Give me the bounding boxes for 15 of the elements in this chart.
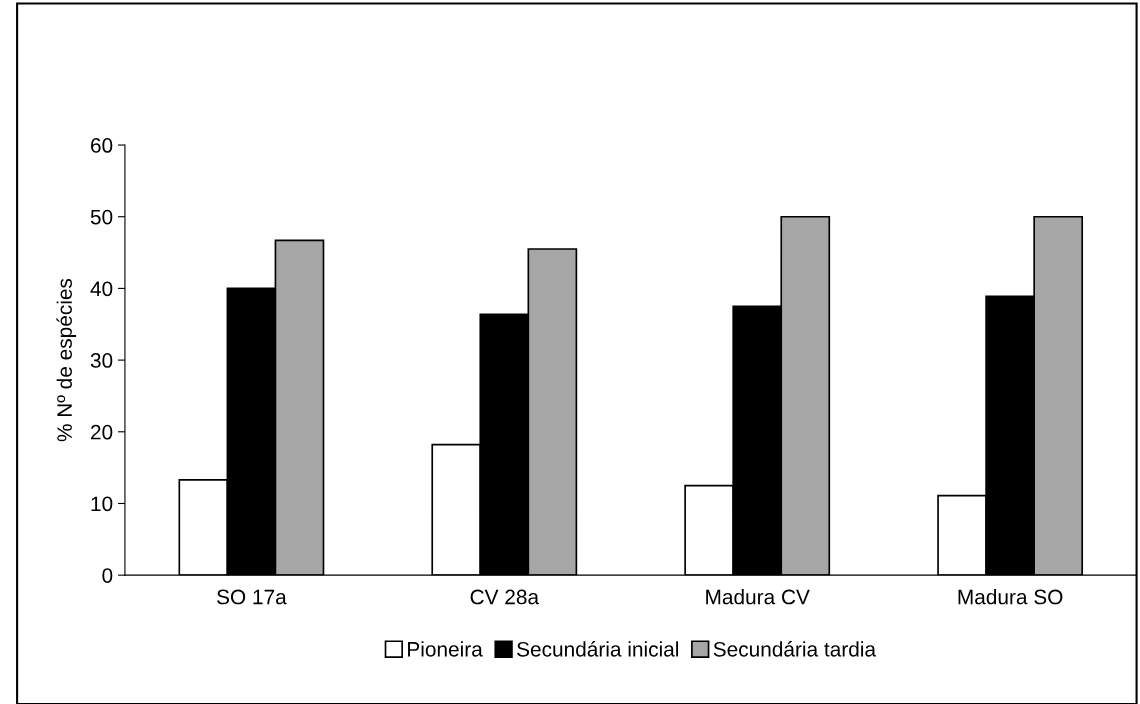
- legend-label: Secundária inicial: [517, 641, 679, 657]
- y-tick-label: 20: [91, 424, 113, 440]
- x-tick-label: Madura SO: [958, 589, 1063, 605]
- y-tick-label: 10: [91, 496, 113, 512]
- x-tick-label: SO 17a: [217, 589, 287, 605]
- y-tick-label: 30: [90, 353, 113, 368]
- legend-label: Pioneira: [408, 641, 483, 657]
- y-axis-title: % Nº de espécies: [56, 278, 77, 442]
- y-tick-label: 50: [90, 209, 113, 225]
- y-tick-label: 0: [102, 568, 113, 583]
- x-tick-label: CV 28a: [470, 589, 540, 605]
- x-tick-label: Madura CV: [706, 589, 810, 605]
- y-tick-label: 60: [91, 138, 113, 153]
- legend-label: Secundária tardia: [713, 641, 877, 657]
- y-tick-label: 40: [90, 281, 113, 297]
